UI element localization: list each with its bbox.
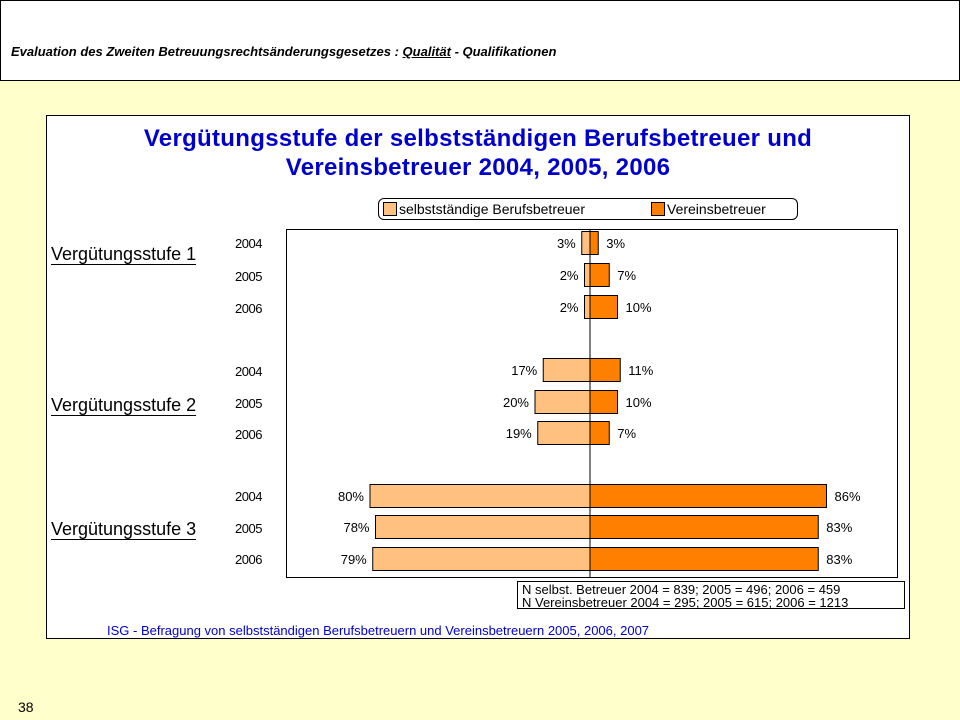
bar-selbststaendige <box>372 547 591 571</box>
year-label: 2005 <box>235 396 262 411</box>
bar-verein <box>589 263 610 287</box>
data-label-verein: 10% <box>626 300 652 315</box>
bar-verein <box>589 515 819 539</box>
chart-legend: selbstständige Berufsbetreuer Vereinsbet… <box>378 198 798 220</box>
sample-size-note: N selbst. Betreuer 2004 = 839; 2005 = 49… <box>517 581 905 609</box>
bar-selbststaendige <box>584 263 591 287</box>
year-label: 2006 <box>235 427 262 442</box>
legend-item-verein: Vereinsbetreuer <box>651 201 766 217</box>
chart-title: Vergütungsstufe der selbstständigen Beru… <box>47 124 909 182</box>
data-label-verein: 3% <box>606 236 625 251</box>
legend-swatch-verein <box>651 202 665 216</box>
page-number: 38 <box>18 699 34 715</box>
data-label-verein: 7% <box>617 268 636 283</box>
data-label-selbststaendige: 2% <box>560 300 579 315</box>
data-label-selbststaendige: 3% <box>557 236 576 251</box>
bar-selbststaendige <box>581 231 591 255</box>
legend-label-selbststaendige: selbstständige Berufsbetreuer <box>399 201 585 217</box>
source-text: ISG - Befragung von selbstständigen Beru… <box>107 623 650 638</box>
note-line-1: N selbst. Betreuer 2004 = 839; 2005 = 49… <box>522 582 841 597</box>
year-label: 2004 <box>235 489 262 504</box>
legend-label-verein: Vereinsbetreuer <box>667 201 766 217</box>
bar-verein <box>589 295 618 319</box>
group-label-1: Vergütungsstufe 1 <box>51 244 197 265</box>
header-title-underlined: Qualität <box>402 44 451 59</box>
data-label-selbststaendige: 80% <box>338 489 364 504</box>
year-label: 2005 <box>235 521 262 536</box>
bar-verein <box>589 390 618 414</box>
bar-selbststaendige <box>534 390 591 414</box>
chart-title-line2: Vereinsbetreuer 2004, 2005, 2006 <box>285 154 671 181</box>
data-label-selbststaendige: 20% <box>503 395 529 410</box>
data-label-selbststaendige: 79% <box>341 552 367 567</box>
year-label: 2006 <box>235 552 262 567</box>
data-label-selbststaendige: 2% <box>560 268 579 283</box>
header-box: Evaluation des Zweiten Betreuungsrechtsä… <box>0 0 960 81</box>
bar-verein <box>589 547 819 571</box>
data-label-verein: 83% <box>826 520 852 535</box>
chart-title-line1: Vergütungsstufe der selbstständigen Beru… <box>143 125 813 152</box>
bar-selbststaendige <box>542 358 591 382</box>
year-label: 2004 <box>235 236 262 251</box>
data-label-verein: 11% <box>628 363 653 378</box>
note-line-2: N Vereinsbetreuer 2004 = 295; 2005 = 615… <box>522 595 849 610</box>
header-title-prefix: Evaluation des Zweiten Betreuungsrechtsä… <box>11 44 403 59</box>
bar-verein <box>589 484 827 508</box>
chart-plot: 3% 2% 2% 3% 7% 10% 17% 20% 19% 11% 10% 7% 80% 78% 79% 8… <box>338 230 861 577</box>
year-label: 2004 <box>235 364 262 379</box>
data-label-verein: 83% <box>826 552 852 567</box>
chart-container: Vergütungsstufe der selbstständigen Beru… <box>46 115 910 639</box>
year-label: 2005 <box>235 269 262 284</box>
bar-selbststaendige <box>369 484 591 508</box>
bar-selbststaendige <box>375 515 591 539</box>
bar-verein <box>589 231 599 255</box>
bar-verein <box>589 358 621 382</box>
data-label-selbststaendige: 17% <box>511 363 537 378</box>
bar-selbststaendige <box>584 295 591 319</box>
year-label: 2006 <box>235 301 262 316</box>
bar-selbststaendige <box>537 421 591 445</box>
data-label-selbststaendige: 78% <box>343 520 369 535</box>
header-title-suffix: - Qualifikationen <box>450 44 557 59</box>
header-title: Evaluation des Zweiten Betreuungsrechtsä… <box>11 44 556 59</box>
bar-verein <box>589 421 610 445</box>
data-label-verein: 86% <box>835 489 861 504</box>
data-label-verein: 7% <box>617 426 636 441</box>
plot-area: 3% 2% 2% 3% 7% 10% 17% 20% 19% 11% 10% 7% 80% 78% 79% 8… <box>286 229 898 578</box>
data-label-verein: 10% <box>626 395 652 410</box>
group-label-2: Vergütungsstufe 2 <box>51 395 197 416</box>
legend-item-selbststaendige: selbstständige Berufsbetreuer <box>383 201 585 217</box>
data-label-selbststaendige: 19% <box>506 426 532 441</box>
group-label-3: Vergütungsstufe 3 <box>51 519 197 540</box>
legend-swatch-selbststaendige <box>383 202 397 216</box>
